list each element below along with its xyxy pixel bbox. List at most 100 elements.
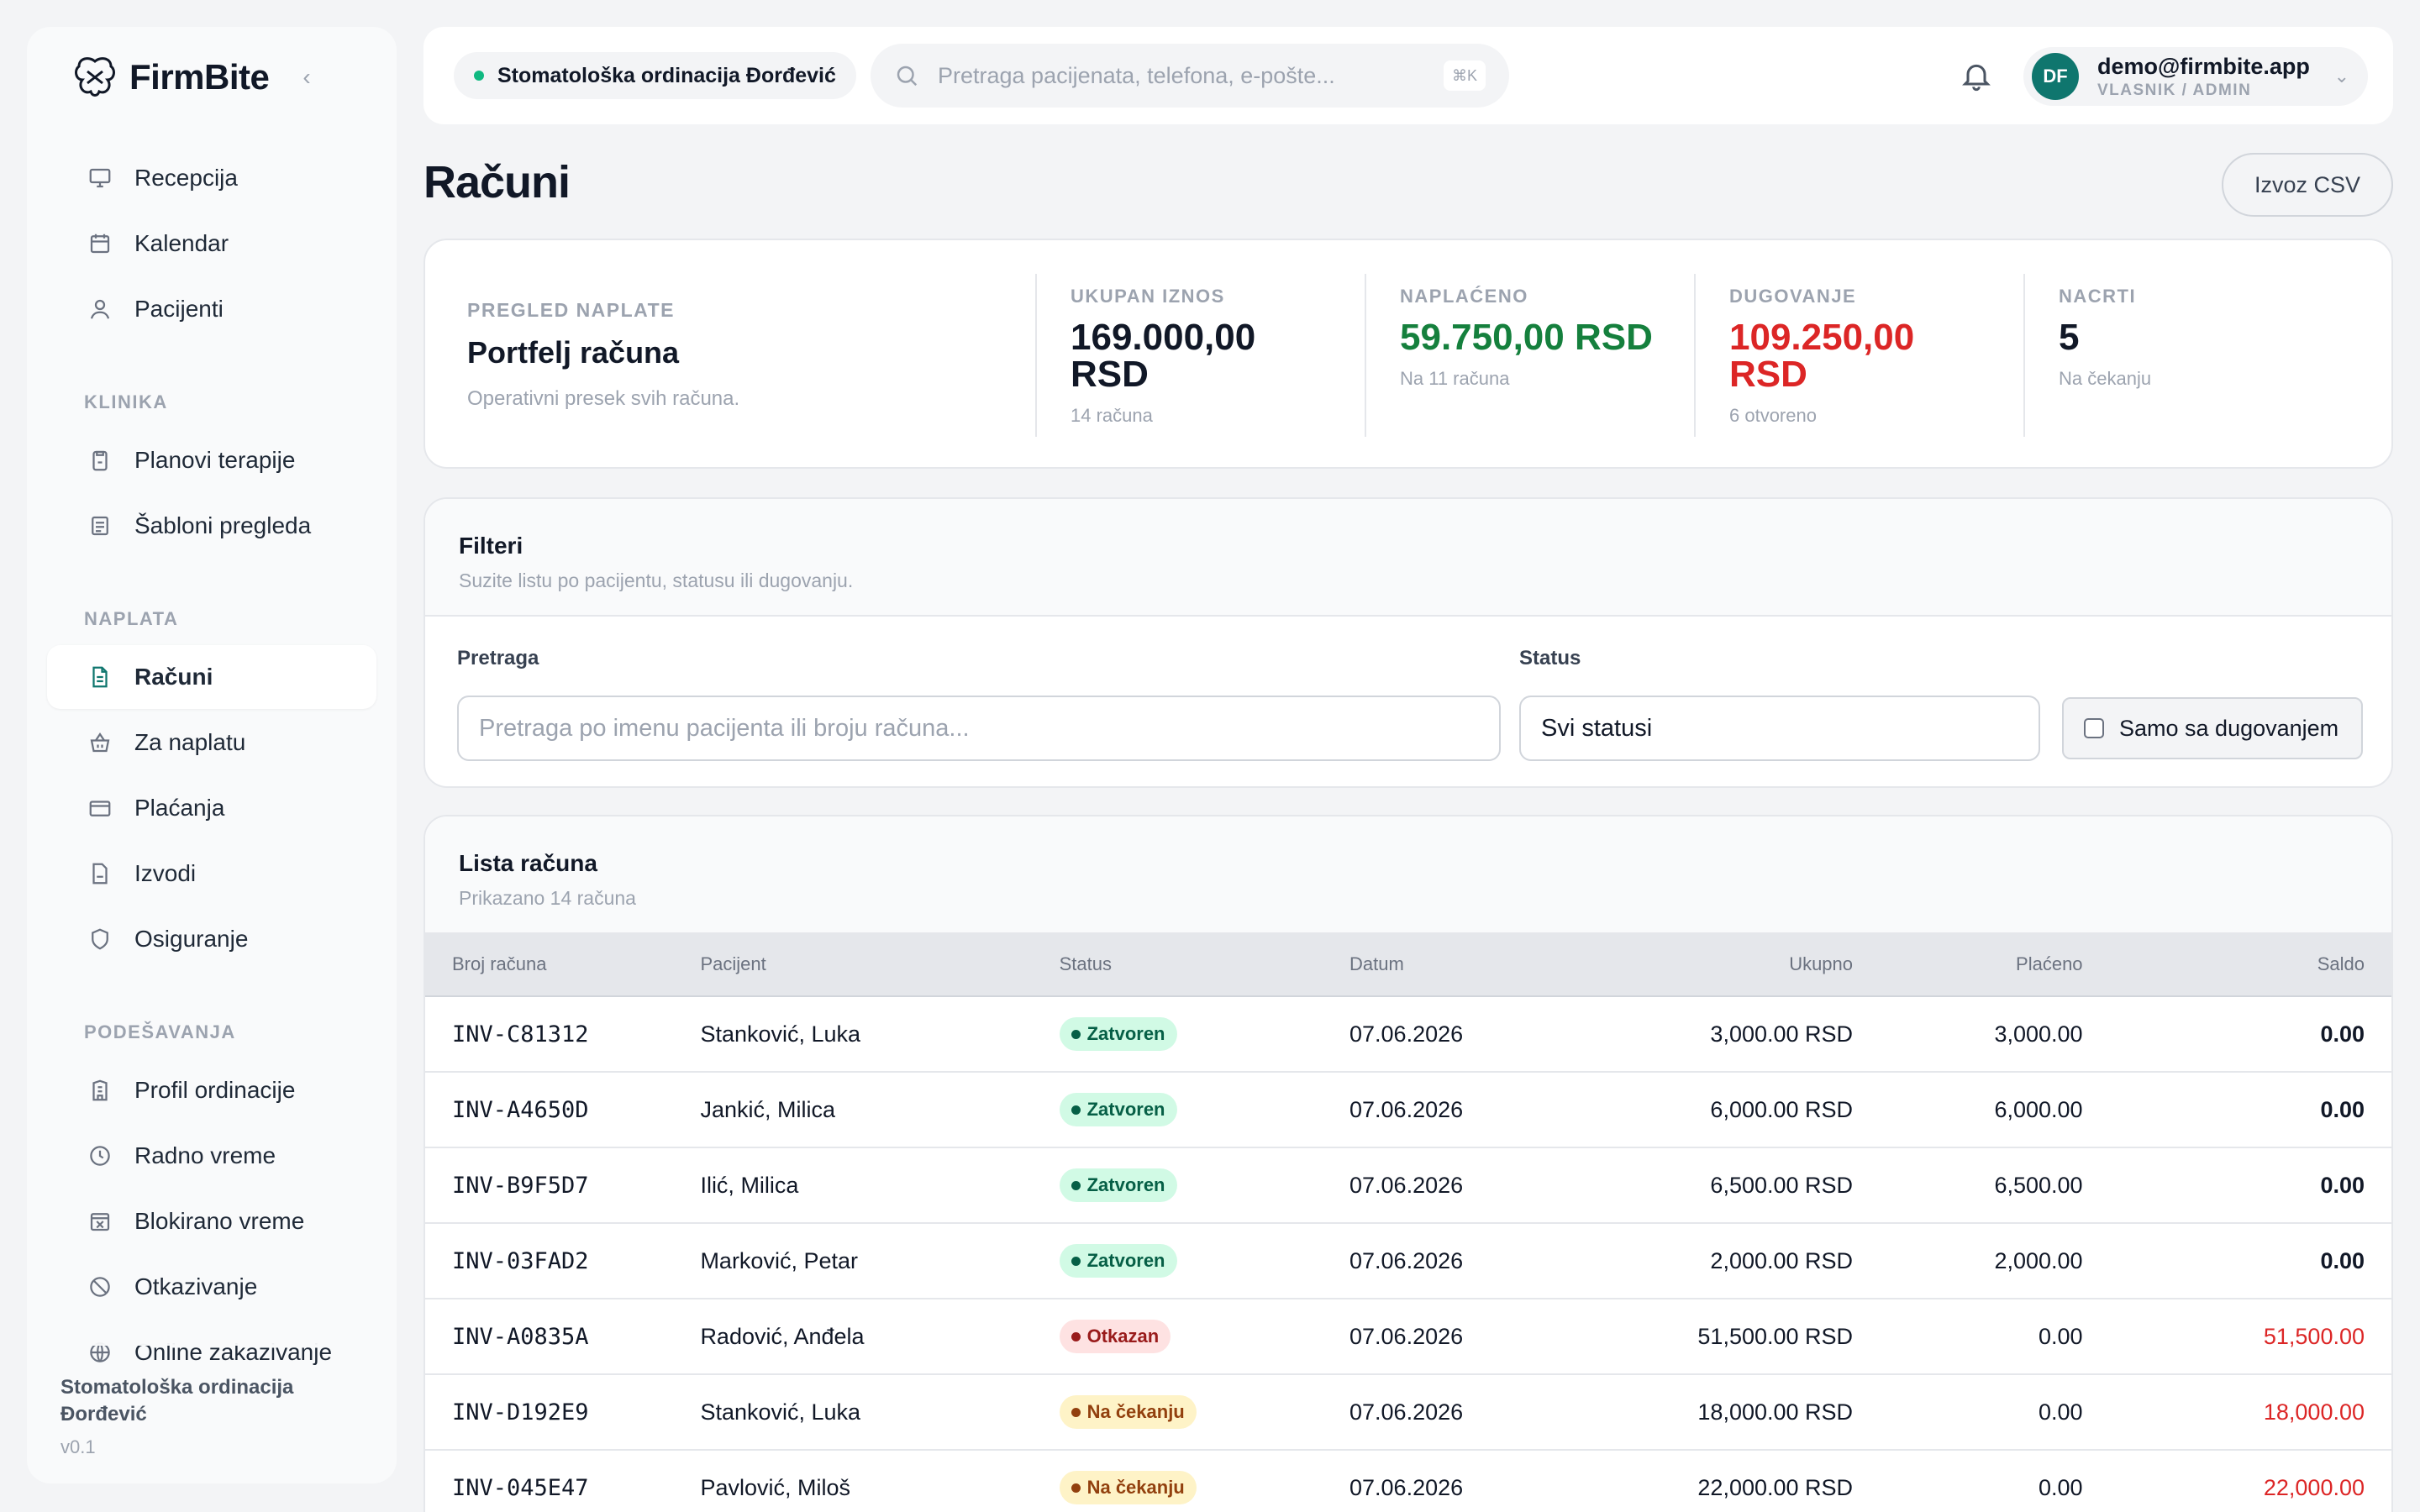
status-badge-label: Zatvoren bbox=[1086, 1174, 1165, 1195]
table-row[interactable]: INV-045E47 Pavlović, Miloš Na čekanju 07.06… bbox=[425, 1450, 2391, 1512]
invoice-number[interactable]: INV-03FAD2 bbox=[425, 1223, 701, 1299]
footer-clinic-name: Stomatološka ordinacija Đorđević bbox=[60, 1376, 294, 1425]
invoice-paid: 2,000.00 bbox=[1853, 1223, 2083, 1299]
invoice-date: 07.06.2026 bbox=[1349, 1147, 1585, 1224]
global-search-input[interactable]: Pretraga pacijenata, telefona, e-pošte..… bbox=[871, 44, 1509, 108]
notifications-button[interactable] bbox=[1960, 59, 1993, 97]
nav-item-racuni[interactable]: Računi bbox=[47, 645, 376, 709]
table-row[interactable]: INV-D192E9 Stanković, Luka Na čekanju 07.06… bbox=[425, 1374, 2391, 1451]
list-title: Lista računa bbox=[459, 850, 597, 876]
invoice-date: 07.06.2026 bbox=[1349, 1450, 1585, 1512]
overview-intro: PREGLED NAPLATE Portfelj računa Operativ… bbox=[467, 299, 739, 411]
column-header-status[interactable]: Status bbox=[1059, 932, 1349, 997]
brand[interactable]: FirmBite ‹ bbox=[47, 52, 376, 102]
stat-sub: 14 računa bbox=[1071, 405, 1153, 426]
stat-label: NACRTI bbox=[2059, 286, 2137, 307]
invoice-paid: 6,500.00 bbox=[1853, 1147, 2083, 1224]
invoice-paid: 0.00 bbox=[1853, 1374, 2083, 1451]
table-header-row: Broj računa Pacijent Status Datum Ukupno… bbox=[425, 932, 2391, 997]
main-nav: Recepcija Kalendar Pacijenti bbox=[47, 146, 376, 341]
invoice-date: 07.06.2026 bbox=[1349, 1072, 1585, 1148]
nav-item-otkazivanje[interactable]: Otkazivanje bbox=[47, 1255, 376, 1319]
nav-item-osiguranje[interactable]: Osiguranje bbox=[47, 907, 376, 971]
nav-item-planovi-terapije[interactable]: Planovi terapije bbox=[47, 428, 376, 492]
filters-header: Filteri Suzite listu po pacijentu, statu… bbox=[425, 499, 2391, 617]
invoice-date: 07.06.2026 bbox=[1349, 1223, 1585, 1299]
nav-item-label: Radno vreme bbox=[134, 1142, 276, 1168]
nav-item-za-naplatu[interactable]: Za naplatu bbox=[47, 711, 376, 774]
clinic-switcher[interactable]: Stomatološka ordinacija Đorđević bbox=[454, 52, 856, 99]
debt-only-checkbox[interactable] bbox=[2084, 718, 2104, 738]
patient-name: Pavlović, Miloš bbox=[700, 1450, 1060, 1512]
nav-item-pacijenti[interactable]: Pacijenti bbox=[47, 277, 376, 341]
invoice-search-input[interactable]: Pretraga po imenu pacijenta ili broju ra… bbox=[457, 696, 1501, 761]
status-badge: Zatvoren bbox=[1059, 1244, 1177, 1278]
nav-item-blokirano-vreme[interactable]: Blokirano vreme bbox=[47, 1189, 376, 1253]
invoice-date: 07.06.2026 bbox=[1349, 1299, 1585, 1375]
status-select[interactable]: Svi statusi bbox=[1519, 696, 2040, 761]
user-menu[interactable]: DF demo@firmbite.app VLASNIK / ADMIN ⌄ bbox=[2023, 47, 2368, 106]
nav-item-label: Plaćanja bbox=[134, 795, 225, 821]
invoice-total: 6,000.00 RSD bbox=[1584, 1072, 1854, 1148]
nav-item-izvodi[interactable]: Izvodi bbox=[47, 842, 376, 906]
column-header-patient[interactable]: Pacijent bbox=[700, 932, 1060, 997]
column-header-balance[interactable]: Saldo bbox=[2082, 932, 2391, 997]
stat-value: 169.000,00 RSD bbox=[1071, 317, 1256, 395]
invoice-number[interactable]: INV-C81312 bbox=[425, 996, 701, 1073]
nav-item-radno-vreme[interactable]: Radno vreme bbox=[47, 1124, 376, 1188]
column-header-paid[interactable]: Plaćeno bbox=[1853, 932, 2083, 997]
invoice-number[interactable]: INV-045E47 bbox=[425, 1450, 701, 1512]
invoice-number[interactable]: INV-B9F5D7 bbox=[425, 1147, 701, 1224]
status-badge-label: Zatvoren bbox=[1086, 1023, 1165, 1044]
status-badge: Na čekanju bbox=[1059, 1395, 1197, 1429]
status-badge-label: Zatvoren bbox=[1086, 1250, 1165, 1271]
status-cell: Na čekanju bbox=[1059, 1374, 1349, 1451]
invoice-number[interactable]: INV-A0835A bbox=[425, 1299, 701, 1375]
monitor-icon bbox=[89, 168, 111, 188]
status-badge: Zatvoren bbox=[1059, 1093, 1177, 1126]
billing-overview-card: PREGLED NAPLATE Portfelj računa Operativ… bbox=[424, 239, 2393, 469]
export-csv-button[interactable]: Izvoz CSV bbox=[2222, 153, 2393, 217]
nav-item-profil-ordinacije[interactable]: Profil ordinacije bbox=[47, 1058, 376, 1122]
overview-subtitle: Operativni presek svih računa. bbox=[467, 387, 740, 410]
invoice-total: 22,000.00 RSD bbox=[1584, 1450, 1854, 1512]
sidebar-scroll-fade bbox=[27, 1312, 397, 1346]
stat-value: 109.250,00 RSD bbox=[1729, 317, 1915, 395]
patient-name: Radović, Anđela bbox=[700, 1299, 1060, 1375]
status-badge-label: Otkazan bbox=[1086, 1326, 1160, 1347]
basket-icon bbox=[90, 732, 110, 753]
nav-item-recepcija[interactable]: Recepcija bbox=[47, 146, 376, 210]
debt-only-label: Samo sa dugovanjem bbox=[2119, 715, 2339, 741]
stat-label: NAPLAĆENO bbox=[1400, 286, 1528, 307]
table-row[interactable]: INV-A0835A Radović, Anđela Otkazan 07.06.20… bbox=[425, 1299, 2391, 1375]
table-row[interactable]: INV-B9F5D7 Ilić, Milica Zatvoren 07.06.2026… bbox=[425, 1147, 2391, 1224]
debt-only-toggle[interactable]: Samo sa dugovanjem bbox=[2062, 697, 2363, 759]
table-row[interactable]: INV-C81312 Stanković, Luka Zatvoren 07.06.2… bbox=[425, 996, 2391, 1073]
invoice-total: 51,500.00 RSD bbox=[1584, 1299, 1854, 1375]
status-dot bbox=[1071, 1331, 1081, 1341]
clinic-switcher-label: Stomatološka ordinacija Đorđević bbox=[497, 63, 836, 87]
online-status-dot bbox=[474, 71, 484, 81]
nav-item-label: Otkazivanje bbox=[134, 1273, 258, 1299]
status-badge-label: Na čekanju bbox=[1086, 1477, 1185, 1498]
collapse-sidebar-icon[interactable]: ‹ bbox=[302, 64, 311, 90]
stat-collected: NAPLAĆENO 59.750,00 RSD Na 11 računa bbox=[1365, 274, 1669, 437]
column-header-date[interactable]: Datum bbox=[1349, 932, 1585, 997]
nav-item-sabloni-pregleda[interactable]: Šabloni pregleda bbox=[47, 494, 376, 558]
sidebar-footer: Stomatološka ordinacija Đorđević v0.1 bbox=[60, 1374, 363, 1458]
invoice-date: 07.06.2026 bbox=[1349, 1374, 1585, 1451]
table-row[interactable]: INV-03FAD2 Marković, Petar Zatvoren 07.06.2… bbox=[425, 1223, 2391, 1299]
nav-item-kalendar[interactable]: Kalendar bbox=[47, 212, 376, 276]
invoice-number[interactable]: INV-D192E9 bbox=[425, 1374, 701, 1451]
column-header-total[interactable]: Ukupno bbox=[1584, 932, 1854, 997]
invoice-icon bbox=[92, 666, 108, 688]
stat-sub: Na 11 računa bbox=[1400, 368, 1510, 389]
invoice-number[interactable]: INV-A4650D bbox=[425, 1072, 701, 1148]
section-title-naplata: NAPLATA bbox=[84, 608, 179, 629]
nav-item-label: Šabloni pregleda bbox=[134, 512, 312, 538]
status-badge-label: Zatvoren bbox=[1086, 1099, 1165, 1120]
file-icon bbox=[92, 863, 108, 885]
nav-item-placanja[interactable]: Plaćanja bbox=[47, 776, 376, 840]
table-row[interactable]: INV-A4650D Jankić, Milica Zatvoren 07.06.20… bbox=[425, 1072, 2391, 1148]
column-header-number[interactable]: Broj računa bbox=[425, 932, 701, 997]
